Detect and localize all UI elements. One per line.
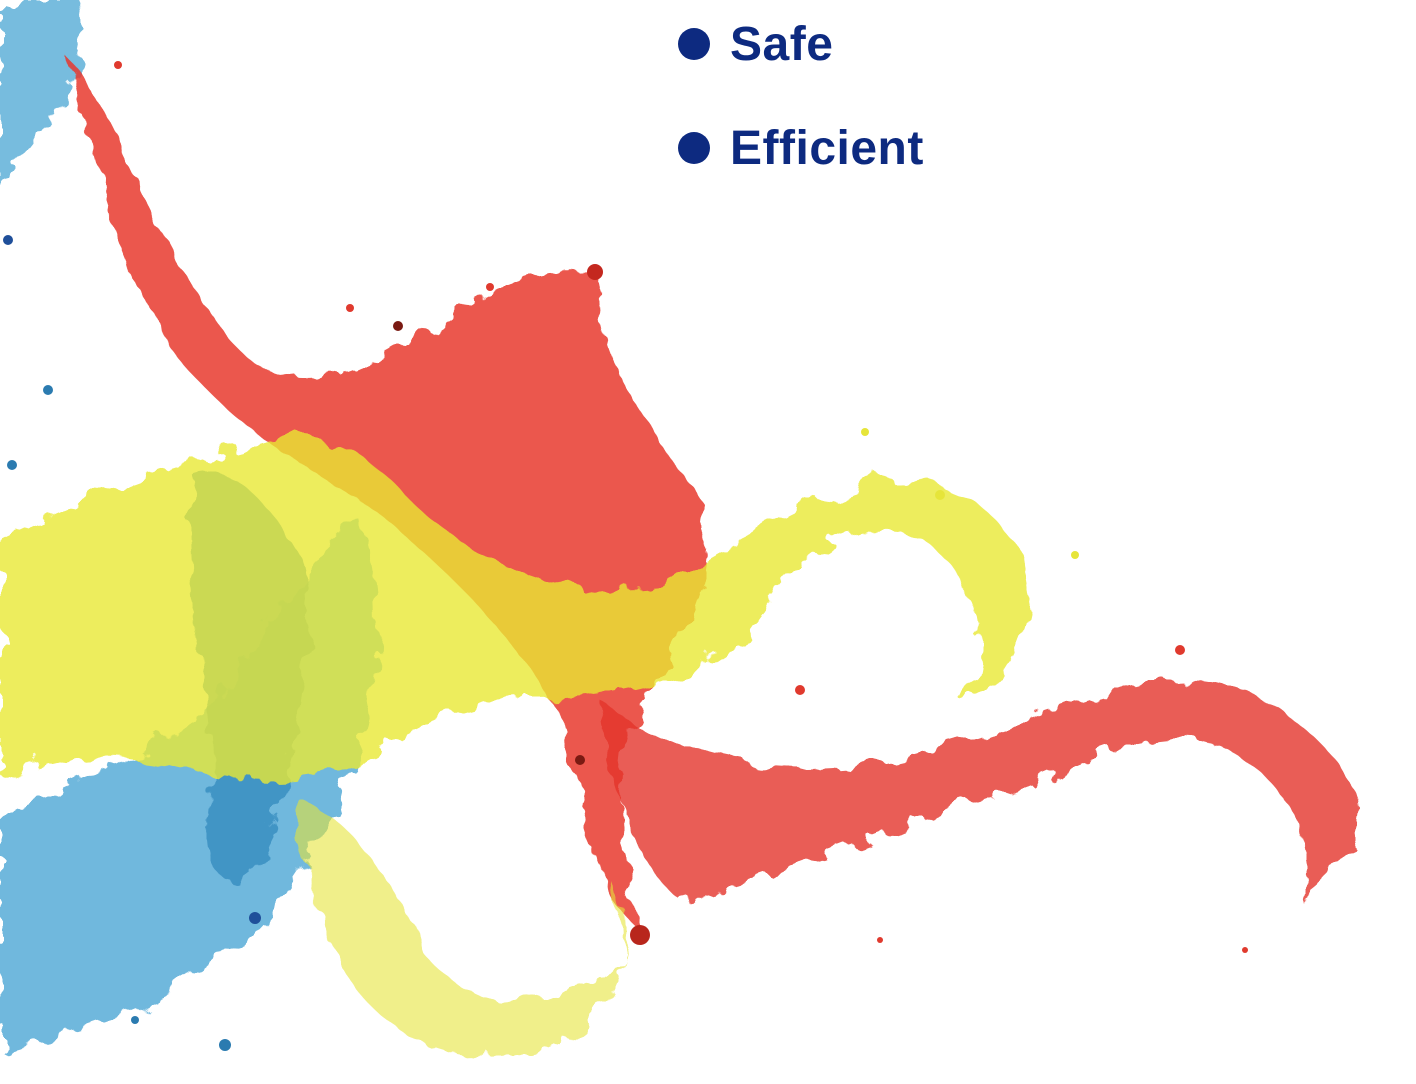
bullet-list: Safe Efficient [678, 0, 924, 200]
page: Safe Efficient (() => { const data = JSO… [0, 0, 1416, 1084]
bullet-item: Safe [678, 0, 924, 96]
bullet-item: Efficient [678, 96, 924, 200]
